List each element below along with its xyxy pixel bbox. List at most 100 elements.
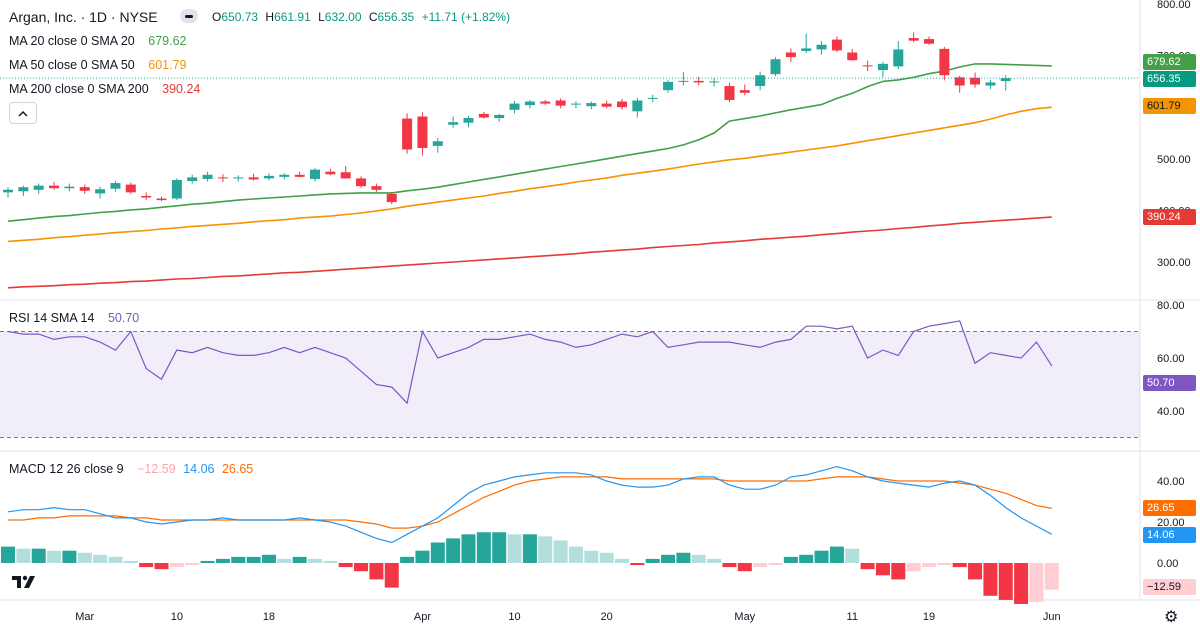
ohlc-legend: O650.73 H661.91 L632.00 C656.35 +11.71 (…	[212, 8, 514, 26]
candle-body	[125, 184, 136, 193]
candle-body	[785, 52, 796, 58]
candle-body	[739, 90, 750, 93]
time-tick-label: 10	[508, 611, 520, 623]
candle-body	[95, 189, 106, 194]
macd-hist-bar	[369, 563, 384, 580]
candle-body	[831, 39, 842, 51]
ma50-value: 601.79	[148, 58, 187, 72]
gear-icon[interactable]: ⚙	[1164, 609, 1179, 626]
macd-hist-bar	[1, 546, 15, 563]
candle-body	[862, 65, 873, 67]
candle-body	[770, 59, 781, 75]
time-tick-label: 20	[601, 611, 613, 623]
candle-body	[801, 48, 812, 51]
ma200-price-tag: 390.24	[1143, 209, 1196, 225]
macd-legend[interactable]: MACD 12 26 close 9 −12.59 14.06 26.65	[9, 460, 257, 478]
candle-body	[217, 177, 228, 179]
tradingview-logo[interactable]	[10, 572, 38, 590]
chevron-up-icon	[18, 110, 28, 117]
macd-hist-bar	[430, 542, 445, 563]
symbol-title[interactable]: Argan, Inc. · 1D · NYSE	[9, 9, 158, 25]
candle-body	[202, 174, 213, 179]
macd-hist-bar	[538, 536, 553, 563]
candle-body	[617, 101, 627, 108]
candle-body	[3, 189, 13, 193]
macd-hist-bar	[323, 560, 338, 563]
macd-hist-bar	[998, 563, 1013, 600]
ohlc-close: 656.35	[377, 10, 415, 24]
candle-body	[924, 39, 934, 44]
macd-hist-bar	[1044, 563, 1059, 590]
candle-body	[555, 100, 566, 106]
ohlc-open: 650.73	[221, 10, 259, 24]
macd-hist-bar	[937, 563, 952, 566]
candle-body	[893, 49, 904, 67]
candle-body	[141, 195, 152, 198]
ma20-label: MA 20 close 0 SMA 20	[9, 34, 135, 48]
macd-hist-bar	[829, 546, 844, 563]
rsi-label: RSI 14 SMA 14	[9, 311, 95, 325]
candle-body	[402, 118, 413, 150]
candle-body	[49, 185, 60, 189]
rsi-line	[7, 320, 1053, 405]
ma50-legend[interactable]: MA 50 close 0 SMA 50 601.79	[9, 56, 190, 74]
candle-body	[678, 80, 689, 82]
macd-hist-bar	[507, 534, 522, 563]
macd-hist-bar	[31, 548, 46, 563]
rsi-legend[interactable]: RSI 14 SMA 14 50.70	[9, 309, 143, 327]
candle-body	[755, 75, 766, 87]
candle-body	[494, 114, 505, 119]
candle-body	[709, 81, 720, 83]
macd-signal-line	[8, 476, 1052, 529]
ma50-label: MA 50 close 0 SMA 50	[9, 58, 135, 72]
macd-hist-bar	[553, 540, 568, 563]
ma20-legend[interactable]: MA 20 close 0 SMA 20 679.62	[9, 32, 190, 50]
time-tick-label: 11	[847, 611, 858, 623]
candle-body	[632, 100, 643, 112]
macd-hist-bar	[277, 558, 292, 563]
macd-hist-tag: −12.59	[1143, 579, 1196, 595]
candle-body	[432, 141, 443, 146]
macd-hist-bar	[93, 554, 108, 563]
macd-hist-bar	[922, 563, 936, 568]
macd-hist-bar	[707, 558, 722, 563]
legend-menu-button[interactable]	[180, 9, 198, 23]
ohlc-high-label: H	[265, 10, 275, 24]
macd-hist-bar	[799, 554, 814, 563]
time-tick-label: Mar	[75, 611, 94, 623]
candle-body	[693, 80, 704, 83]
macd-hist-bar	[860, 563, 875, 570]
candle-body	[847, 52, 858, 61]
macd-hist-bar	[461, 534, 476, 563]
candle-body	[570, 103, 581, 105]
macd-hist-value: −12.59	[137, 462, 176, 476]
time-tick-label: Jun	[1043, 611, 1061, 623]
candle-body	[524, 101, 535, 106]
price-tick-label: 800.00	[1157, 0, 1191, 11]
candle-body	[970, 77, 981, 85]
collapse-legend-button[interactable]	[9, 102, 37, 124]
rsi-tick-label: 80.00	[1157, 300, 1185, 312]
macd-hist-bar	[292, 556, 307, 563]
macd-hist-bar	[599, 552, 614, 563]
candle-body	[187, 177, 198, 181]
ma200-label: MA 200 close 0 SMA 200	[9, 82, 149, 96]
macd-hist-bar	[1029, 563, 1044, 602]
ma200-legend[interactable]: MA 200 close 0 SMA 200 390.24	[9, 80, 204, 98]
candle-body	[371, 186, 382, 190]
macd-hist-bar	[875, 563, 890, 576]
macd-line	[7, 465, 1053, 544]
macd-hist-bar	[814, 550, 829, 563]
macd-hist-bar	[200, 560, 215, 563]
candle-body	[310, 169, 320, 179]
macd-value: 14.06	[183, 462, 215, 476]
macd-hist-bar	[952, 563, 967, 568]
macd-hist-bar	[338, 563, 353, 568]
candle-body	[417, 116, 428, 148]
macd-hist-bar	[753, 563, 768, 568]
ma20-line	[7, 63, 1052, 222]
candle-body	[325, 171, 336, 175]
ma200-line	[7, 216, 1052, 289]
candle-body	[1000, 78, 1011, 82]
